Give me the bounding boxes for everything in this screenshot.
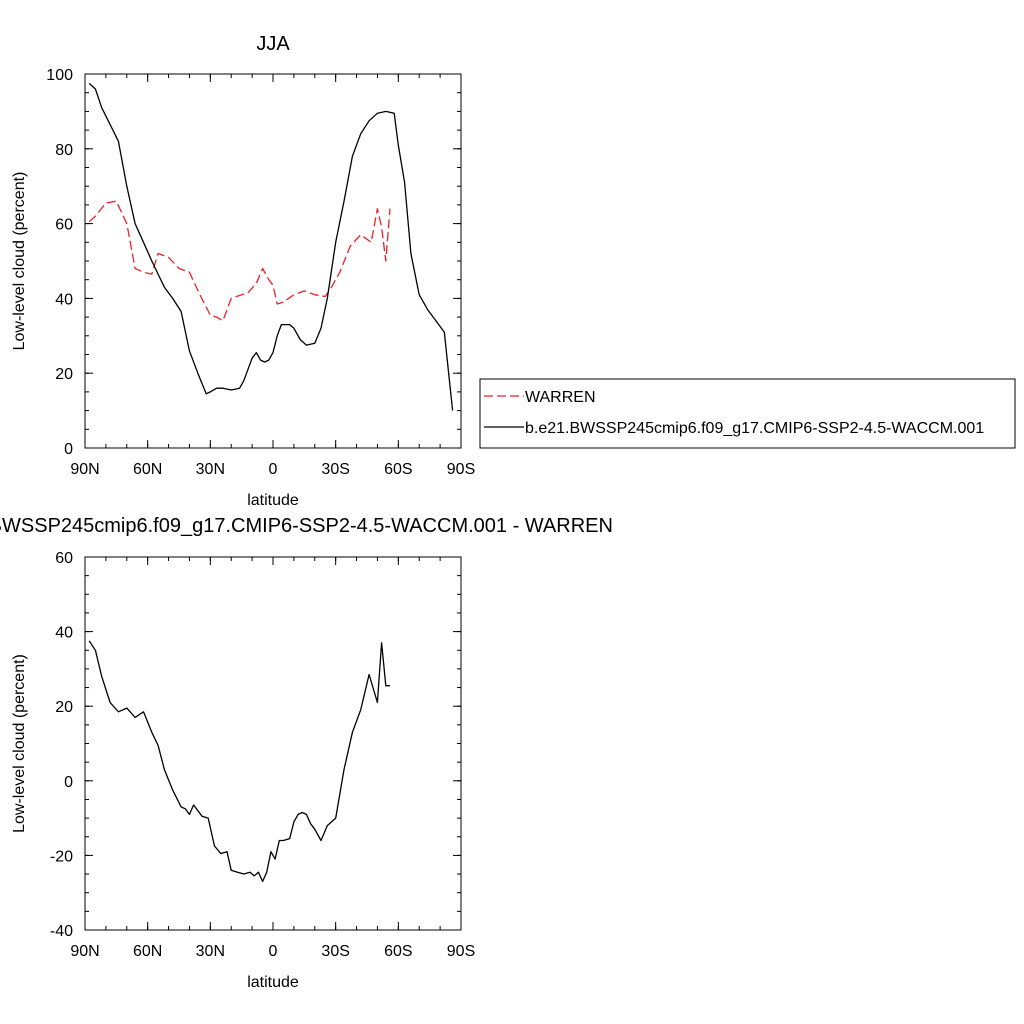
x-tick-label: 60N (133, 461, 162, 478)
legend: WARREN b.e21.BWSSP245cmip6.f09_g17.CMIP6-… (479, 378, 1016, 449)
chart-panel-1: JJA 90N 60N 30N 0 30S 60S 90S 0 20 40 60 80 100 latitu… (11, 33, 1016, 509)
y-tick-label: 20 (55, 699, 73, 716)
x-tick-label: 0 (269, 943, 278, 960)
y-tick-label: 20 (55, 366, 73, 383)
y-tick-label: 60 (55, 217, 73, 234)
y-tick-label: 60 (55, 550, 73, 567)
x-tick-label: 90S (447, 461, 475, 478)
x-tick-label: 30S (321, 461, 349, 478)
x-axis-label: latitude (247, 974, 299, 991)
x-tick-label: 90S (447, 943, 475, 960)
x-tick-label: 60S (384, 943, 412, 960)
x-tick-label: 0 (269, 461, 278, 478)
chart-title: JJA (256, 33, 290, 55)
legend-box (479, 378, 1016, 449)
y-axis-label: Low-level cloud (percent) (11, 654, 28, 833)
y-tick-label: -20 (50, 848, 73, 865)
chart-panel-2: b.e21.BWSSP245cmip6.f09_g17.CMIP6-SSP2-4… (0, 515, 613, 991)
y-tick-label: -40 (50, 923, 73, 940)
plot-frame (84, 556, 462, 931)
series-line-model (88, 82, 454, 411)
x-tick-label: 30S (321, 943, 349, 960)
x-tick-label: 30N (196, 461, 225, 478)
legend-label: WARREN (525, 389, 596, 406)
y-tick-label: 0 (64, 441, 73, 458)
plot-frame (84, 73, 462, 449)
x-tick-label: 60N (133, 943, 162, 960)
y-tick-label: 40 (55, 291, 73, 308)
x-tick-label: 30N (196, 943, 225, 960)
series-line-warren (88, 200, 391, 322)
y-axis-label: Low-level cloud (percent) (11, 172, 28, 351)
x-tick-label: 90N (70, 461, 99, 478)
legend-label: b.e21.BWSSP245cmip6.f09_g17.CMIP6-SSP2-4… (525, 420, 984, 437)
y-tick-label: 80 (55, 142, 73, 159)
y-tick-label: 100 (46, 67, 73, 84)
y-tick-label: 40 (55, 625, 73, 642)
y-tick-label: 0 (64, 774, 73, 791)
series-line-difference (88, 640, 390, 883)
x-tick-label: 90N (70, 943, 99, 960)
x-tick-label: 60S (384, 461, 412, 478)
chart-title: b.e21.BWSSP245cmip6.f09_g17.CMIP6-SSP2-4… (0, 515, 613, 537)
x-axis-label: latitude (247, 492, 299, 509)
